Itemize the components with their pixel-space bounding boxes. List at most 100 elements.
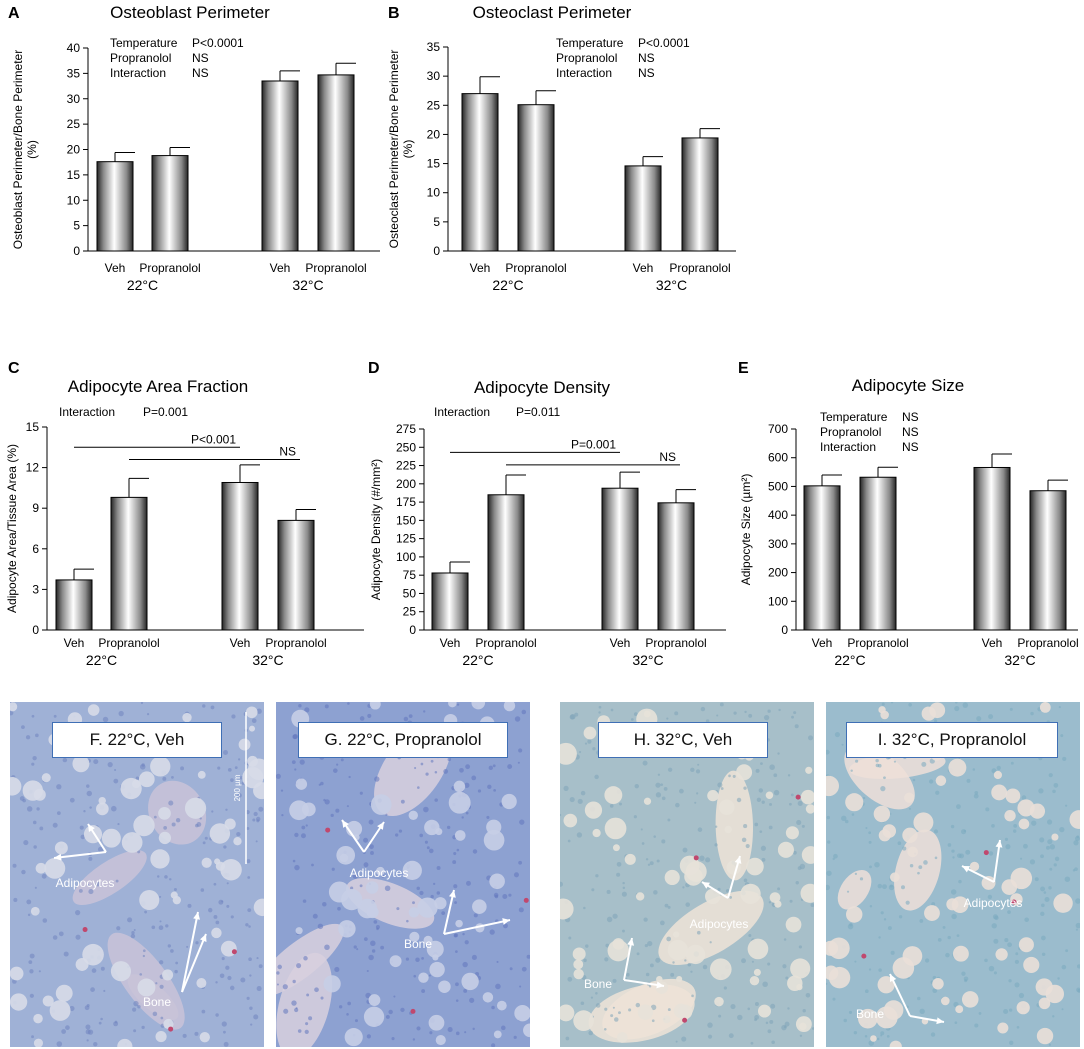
marrow-cell	[291, 760, 296, 765]
stats-label: Temperature	[556, 36, 624, 50]
marrow-cell	[844, 819, 849, 824]
stats-label: Interaction	[59, 405, 115, 419]
adipocyte	[705, 888, 721, 905]
marrow-cell	[238, 758, 241, 761]
marrow-cell	[993, 971, 997, 975]
marrow-cell	[35, 733, 39, 738]
marrow-cell	[923, 860, 928, 865]
adipocytes-label: Adipocytes	[350, 866, 409, 880]
marrow-cell	[31, 762, 35, 766]
marrow-cell	[771, 1040, 775, 1045]
adipocyte	[826, 775, 839, 797]
adipocyte	[846, 906, 863, 923]
marrow-cell	[768, 901, 771, 904]
marrow-cell	[465, 811, 469, 815]
adipocyte	[584, 801, 603, 819]
marrow-cell	[604, 1007, 608, 1011]
marrow-cell	[323, 798, 326, 802]
adipocyte	[295, 778, 308, 790]
marrow-cell	[841, 815, 847, 822]
marrow-cell	[366, 1034, 371, 1039]
adipocyte	[1023, 956, 1040, 974]
marrow-cell	[239, 776, 244, 780]
marrow-cell	[864, 989, 869, 994]
stats-value: P=0.011	[516, 405, 560, 419]
marrow-cell	[875, 758, 879, 763]
marrow-cell	[133, 1029, 137, 1033]
marrow-cell	[728, 774, 731, 778]
marrow-cell	[580, 1001, 585, 1006]
marrow-cell	[672, 961, 675, 964]
marrow-cell	[521, 709, 527, 715]
marrow-cell	[954, 1021, 958, 1025]
adipocyte	[238, 738, 251, 751]
adipocyte	[248, 758, 264, 780]
adipocyte	[801, 846, 814, 864]
marrow-cell	[488, 765, 493, 770]
adipocyte	[940, 996, 950, 1006]
marrow-cell	[159, 920, 162, 923]
marrow-cell	[644, 944, 648, 948]
marrow-cell	[202, 841, 206, 845]
adipocyte	[858, 1008, 878, 1029]
y-tick-label: 600	[768, 451, 788, 465]
y-tick-label: 200	[396, 477, 416, 491]
marrow-cell	[324, 704, 329, 709]
marrow-cell	[827, 840, 831, 844]
marrow-cell	[755, 768, 760, 773]
adipocyte	[496, 1000, 507, 1011]
marrow-cell	[85, 1024, 91, 1030]
osteoid-stain	[1011, 899, 1017, 905]
arrow-head	[449, 890, 456, 898]
marrow-cell	[294, 768, 297, 771]
marrow-cell	[782, 964, 787, 969]
arrow-head	[627, 938, 635, 946]
marrow-cell	[131, 931, 135, 935]
marrow-cell	[854, 960, 857, 963]
marrow-cell	[75, 934, 81, 940]
adipocyte	[170, 891, 178, 899]
marrow-cell	[1061, 964, 1067, 970]
micrograph-title: F. 22°C, Veh	[52, 722, 222, 758]
marrow-cell	[666, 936, 672, 942]
marrow-cell	[519, 985, 522, 988]
chart-panel-e: E Adipocyte Size Adipocyte Size (µm²) 0 100 2…	[730, 355, 1084, 675]
adipocyte	[245, 706, 258, 719]
marrow-cell	[133, 1000, 139, 1007]
chart-title: Osteoclast Perimeter	[473, 3, 632, 22]
marrow-cell	[619, 802, 622, 806]
marrow-cell	[306, 993, 310, 997]
marrow-cell	[294, 864, 300, 871]
marrow-cell	[171, 822, 176, 827]
adipocyte	[995, 948, 1008, 961]
marrow-cell	[291, 1000, 297, 1006]
arrow-head	[502, 918, 510, 925]
marrow-cell	[584, 742, 588, 745]
adipocyte	[489, 873, 505, 890]
marrow-cell	[988, 965, 995, 972]
micrograph-title: I. 32°C, Propranolol	[846, 722, 1058, 758]
marrow-cell	[591, 888, 595, 892]
marrow-cell	[32, 820, 37, 825]
y-tick-label: 150	[396, 513, 416, 527]
marrow-cell	[667, 905, 671, 909]
marrow-cell	[1054, 856, 1060, 862]
marrow-cell	[937, 938, 942, 942]
marrow-cell	[255, 840, 258, 843]
adipocyte	[800, 789, 814, 805]
pointer-arrow	[889, 973, 911, 1017]
group-label: 22°C	[86, 652, 117, 668]
adipocyte	[753, 968, 761, 976]
marrow-cell	[462, 961, 468, 968]
adipocyte	[158, 807, 171, 820]
marrow-cell	[52, 935, 58, 940]
marrow-cell	[826, 749, 830, 755]
marrow-cell	[784, 1021, 790, 1027]
marrow-cell	[723, 986, 727, 990]
adipocyte	[889, 1040, 902, 1047]
adipocyte	[10, 966, 24, 981]
marrow-cell	[720, 787, 724, 790]
marrow-cell	[622, 929, 625, 933]
marrow-cell	[767, 709, 771, 713]
chart-panel-b: B Osteoclast Perimeter Osteoclast Perimete…	[380, 0, 740, 300]
